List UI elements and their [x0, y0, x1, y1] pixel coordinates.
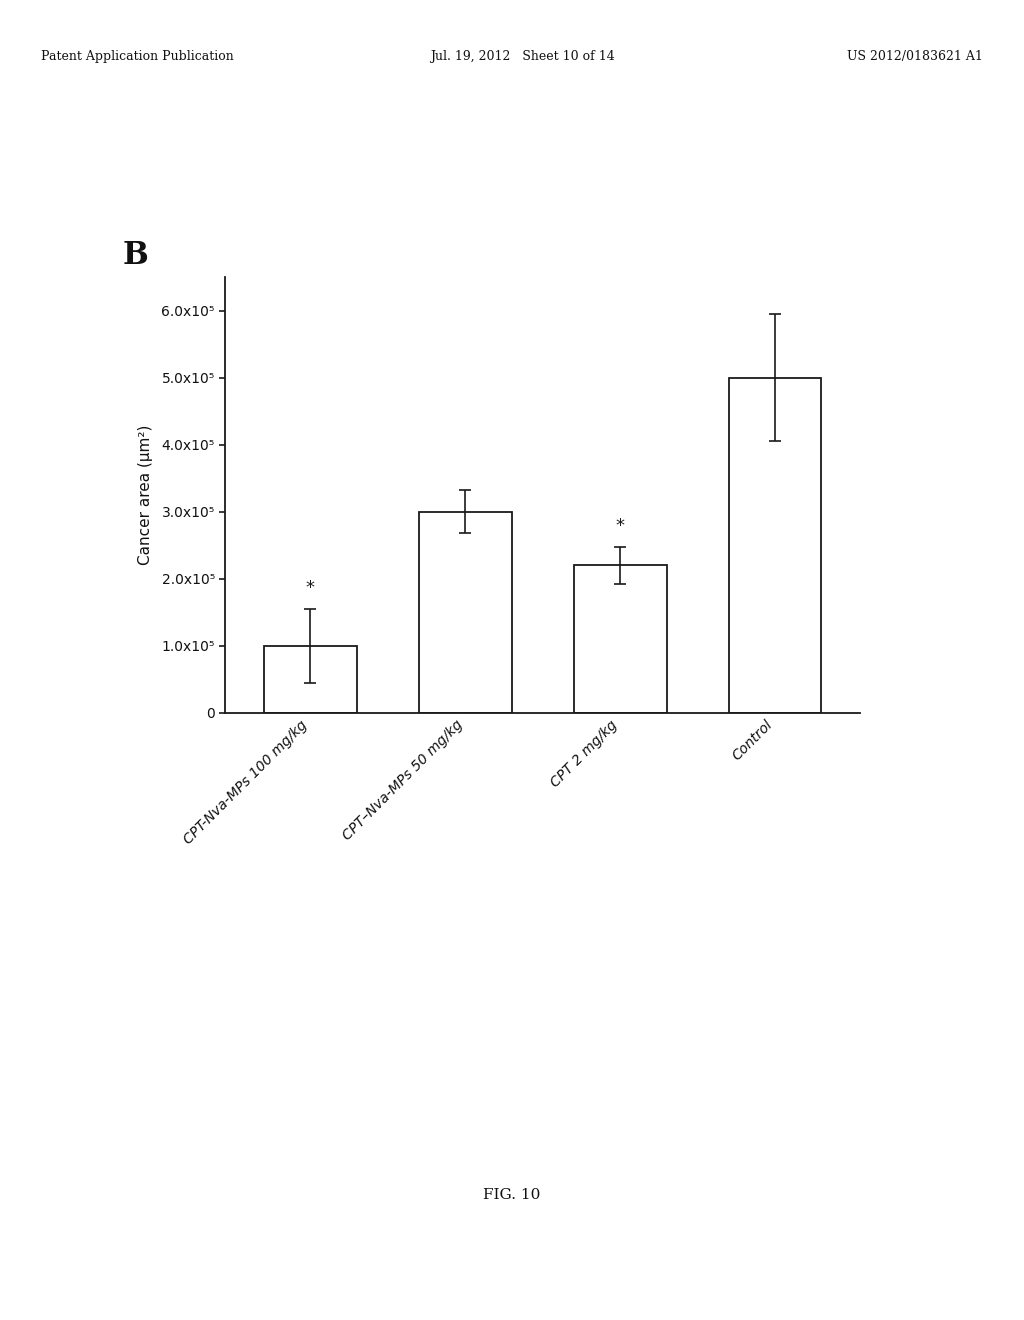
- Bar: [264, 645, 357, 713]
- Text: *: *: [306, 579, 315, 597]
- Bar: [573, 565, 667, 713]
- Bar: [419, 512, 512, 713]
- Text: *: *: [615, 516, 625, 535]
- Y-axis label: Cancer area (μm²): Cancer area (μm²): [138, 425, 154, 565]
- Text: Jul. 19, 2012   Sheet 10 of 14: Jul. 19, 2012 Sheet 10 of 14: [430, 50, 614, 63]
- Text: FIG. 10: FIG. 10: [483, 1188, 541, 1201]
- Text: US 2012/0183621 A1: US 2012/0183621 A1: [847, 50, 983, 63]
- Text: Patent Application Publication: Patent Application Publication: [41, 50, 233, 63]
- Bar: [728, 378, 821, 713]
- Text: B: B: [123, 240, 148, 271]
